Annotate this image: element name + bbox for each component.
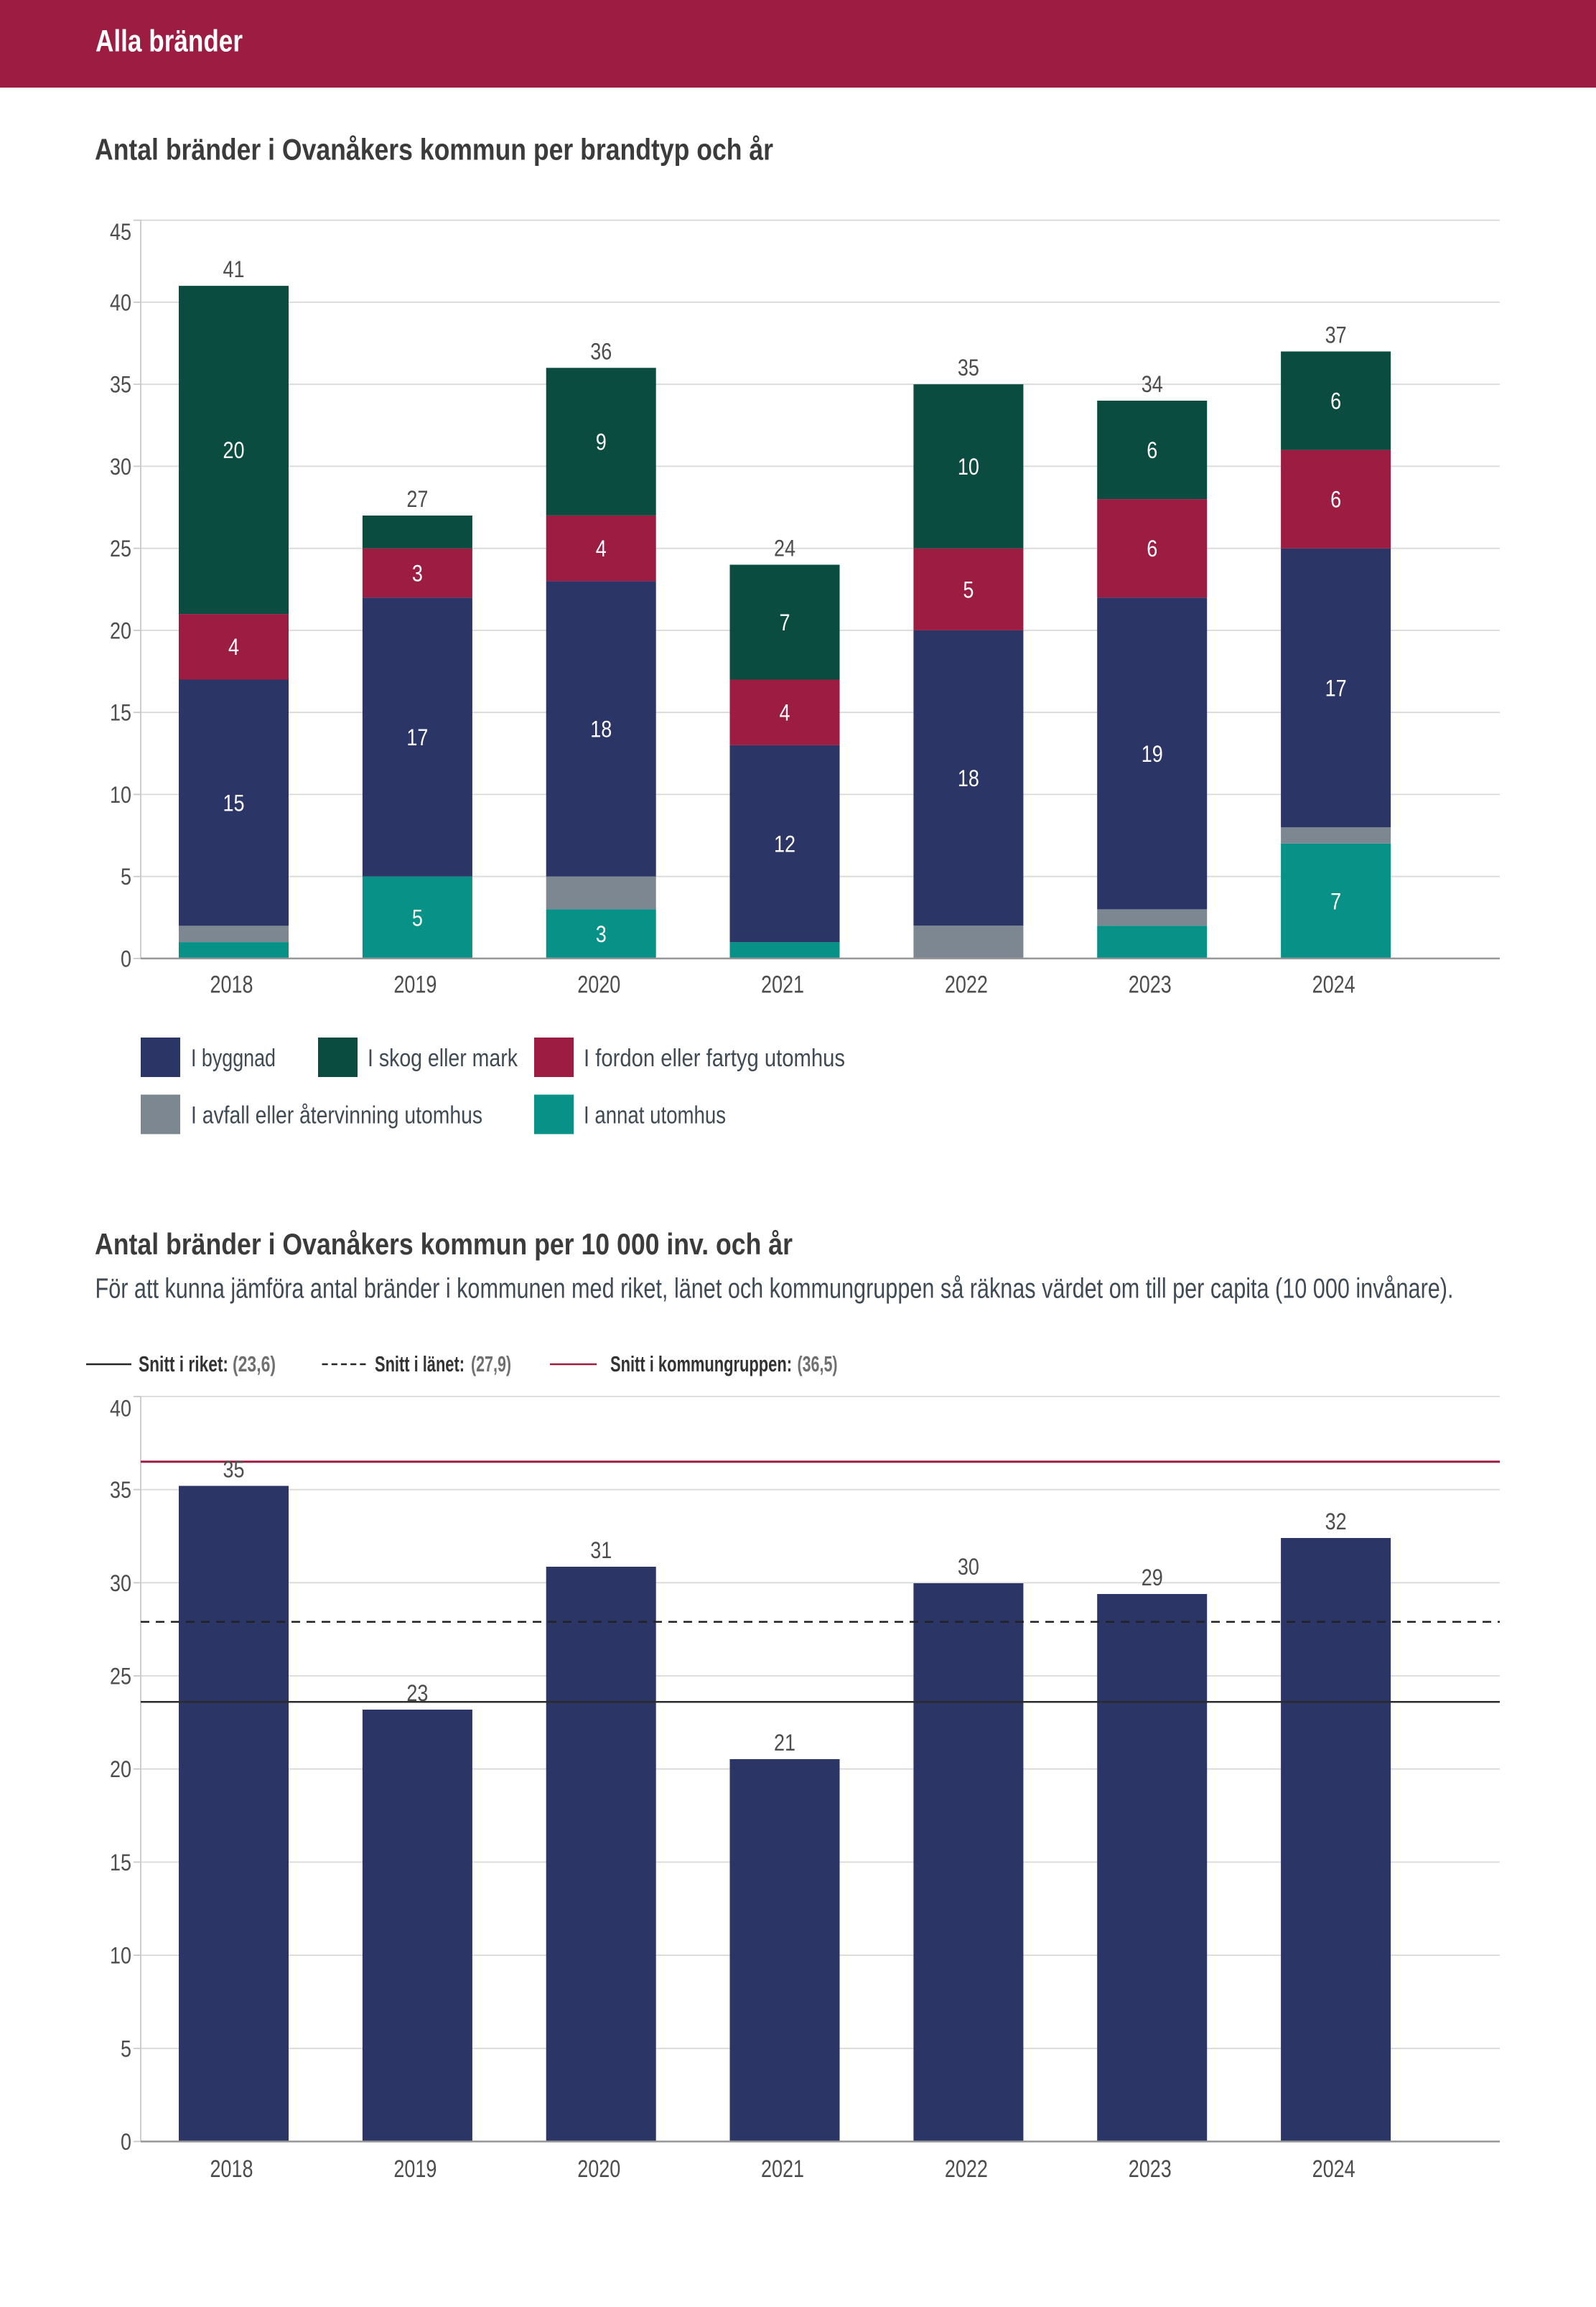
svg-text:Snitt i riket:: Snitt i riket: [139, 1351, 228, 1376]
svg-text:27: 27 [406, 486, 428, 512]
svg-text:7: 7 [780, 610, 790, 635]
svg-text:25: 25 [110, 1664, 131, 1690]
svg-text:I annat utomhus: I annat utomhus [584, 1102, 726, 1129]
svg-text:Antal bränder i Ovanåkers komm: Antal bränder i Ovanåkers kommun per bra… [95, 133, 773, 167]
svg-text:24: 24 [774, 536, 795, 561]
svg-text:2018: 2018 [210, 2155, 253, 2183]
svg-text:23: 23 [406, 1680, 428, 1706]
svg-text:2021: 2021 [761, 2155, 804, 2183]
svg-text:6: 6 [1330, 388, 1341, 414]
svg-text:40: 40 [110, 289, 131, 315]
svg-text:35: 35 [110, 372, 131, 398]
svg-text:36: 36 [590, 338, 612, 364]
svg-text:35: 35 [958, 355, 979, 381]
svg-text:30: 30 [110, 454, 131, 480]
svg-text:(27,9): (27,9) [471, 1351, 511, 1376]
svg-text:29: 29 [1142, 1565, 1163, 1590]
svg-text:2020: 2020 [577, 2155, 620, 2183]
svg-text:17: 17 [1325, 675, 1347, 701]
svg-text:I fordon eller fartyg utomhus: I fordon eller fartyg utomhus [584, 1045, 845, 1072]
svg-text:2024: 2024 [1312, 2155, 1355, 2183]
svg-text:För att kunna jämföra antal br: För att kunna jämföra antal bränder i ko… [95, 1274, 1454, 1305]
svg-text:18: 18 [958, 765, 979, 791]
svg-text:2022: 2022 [945, 2155, 988, 2183]
svg-text:3: 3 [412, 560, 423, 586]
svg-text:7: 7 [1330, 888, 1341, 914]
svg-text:0: 0 [121, 946, 131, 971]
svg-text:9: 9 [596, 429, 607, 455]
svg-text:Snitt i kommungruppen:: Snitt i kommungruppen: [610, 1351, 792, 1376]
svg-text:30: 30 [958, 1554, 979, 1580]
svg-text:40: 40 [110, 1395, 131, 1421]
svg-text:5: 5 [412, 905, 423, 931]
svg-text:2019: 2019 [393, 971, 437, 998]
svg-text:17: 17 [406, 724, 428, 750]
svg-text:35: 35 [110, 1477, 131, 1503]
svg-text:20: 20 [110, 617, 131, 643]
svg-text:20: 20 [110, 1756, 131, 1782]
svg-text:45: 45 [110, 219, 131, 245]
svg-text:6: 6 [1147, 437, 1157, 463]
svg-text:6: 6 [1330, 487, 1341, 513]
svg-text:4: 4 [780, 700, 790, 726]
svg-text:25: 25 [110, 536, 131, 561]
svg-text:10: 10 [110, 1943, 131, 1969]
svg-text:20: 20 [223, 437, 245, 463]
svg-text:34: 34 [1142, 371, 1163, 397]
svg-text:0: 0 [121, 2129, 131, 2155]
svg-text:I skog eller mark: I skog eller mark [368, 1045, 518, 1072]
svg-text:I byggnad: I byggnad [191, 1045, 276, 1072]
svg-text:2024: 2024 [1312, 971, 1355, 998]
svg-text:5: 5 [963, 577, 974, 602]
svg-text:31: 31 [590, 1537, 612, 1563]
svg-text:15: 15 [110, 1850, 131, 1875]
svg-text:35: 35 [223, 1456, 245, 1482]
svg-text:2022: 2022 [945, 971, 988, 998]
svg-text:15: 15 [223, 790, 245, 816]
svg-text:2023: 2023 [1129, 2155, 1172, 2183]
svg-text:2020: 2020 [577, 971, 620, 998]
svg-text:Snitt i länet:: Snitt i länet: [375, 1351, 465, 1376]
svg-text:(23,6): (23,6) [233, 1351, 276, 1376]
svg-text:2018: 2018 [210, 971, 253, 998]
svg-text:30: 30 [110, 1570, 131, 1596]
svg-text:12: 12 [774, 831, 795, 857]
svg-text:19: 19 [1142, 741, 1163, 767]
svg-text:2023: 2023 [1129, 971, 1172, 998]
svg-text:21: 21 [774, 1730, 795, 1756]
svg-text:18: 18 [590, 717, 612, 742]
svg-text:15: 15 [110, 700, 131, 726]
svg-text:Antal bränder i Ovanåkers komm: Antal bränder i Ovanåkers kommun per 10 … [95, 1227, 793, 1261]
svg-text:4: 4 [228, 634, 239, 660]
svg-text:6: 6 [1147, 536, 1157, 561]
svg-text:5: 5 [121, 864, 131, 890]
svg-text:Alla bränder: Alla bränder [95, 24, 243, 58]
svg-text:2019: 2019 [393, 2155, 437, 2183]
svg-text:(36,5): (36,5) [798, 1351, 838, 1376]
svg-text:41: 41 [223, 256, 245, 282]
svg-text:5: 5 [121, 2036, 131, 2061]
svg-text:10: 10 [958, 454, 979, 480]
svg-text:I avfall eller återvinning uto: I avfall eller återvinning utomhus [191, 1102, 482, 1129]
svg-text:32: 32 [1325, 1509, 1347, 1534]
svg-text:10: 10 [110, 782, 131, 808]
svg-text:37: 37 [1325, 322, 1347, 348]
svg-text:3: 3 [596, 921, 607, 947]
svg-text:4: 4 [596, 536, 607, 561]
svg-text:2021: 2021 [761, 971, 804, 998]
